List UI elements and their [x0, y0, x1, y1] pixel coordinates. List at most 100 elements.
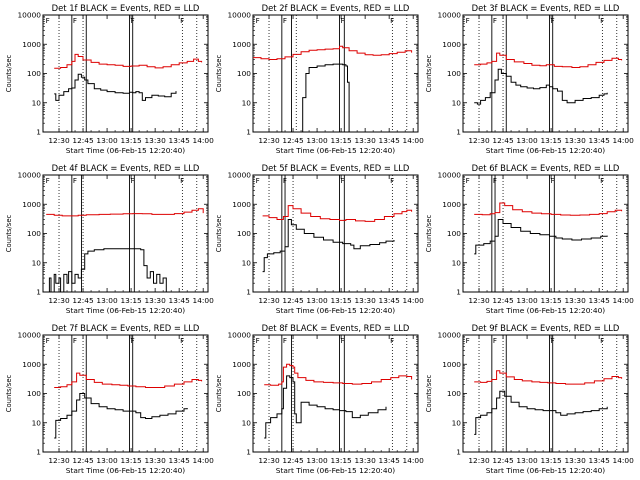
y-tick-label: 1000	[232, 40, 251, 49]
x-tick-label: 12:30	[258, 296, 280, 305]
interval-marker-label: F	[600, 16, 604, 25]
x-tick-label: 12:30	[258, 136, 280, 145]
x-tick-label: 12:45	[282, 296, 304, 305]
interval-marker-label: F	[131, 336, 135, 345]
x-tick-label: 13:45	[169, 136, 191, 145]
x-tick-label: 14:00	[403, 136, 425, 145]
y-axis-label: Counts/sec	[215, 375, 223, 413]
interval-marker-label: F	[341, 16, 345, 25]
interval-marker-label: F	[46, 336, 50, 345]
x-axis-label: Start Time (06-Feb-15 12:20:40)	[66, 466, 185, 475]
plot-frame	[462, 14, 629, 133]
y-tick-label: 100	[237, 389, 251, 398]
plot-frame	[42, 334, 209, 453]
y-tick-label: 1000	[442, 360, 461, 369]
x-axis-label: Start Time (06-Feb-15 12:20:40)	[66, 146, 185, 155]
x-tick-label: 13:00	[516, 296, 538, 305]
chart-title: Det 7f BLACK = Events, RED = LLD	[52, 323, 200, 333]
x-axis-label: Start Time (06-Feb-15 12:20:40)	[276, 306, 395, 315]
y-tick-label: 10	[32, 418, 42, 427]
y-tick-label: 1000	[22, 40, 41, 49]
plot-frame	[42, 174, 209, 293]
x-axis-label: Start Time (06-Feb-15 12:20:40)	[276, 146, 395, 155]
x-tick-label: 12:30	[468, 296, 490, 305]
x-tick-label: 14:00	[613, 136, 635, 145]
interval-marker-label: F	[551, 16, 555, 25]
x-tick-label: 13:45	[589, 456, 611, 465]
y-tick-label: 1000	[442, 200, 461, 209]
x-tick-label: 12:45	[72, 136, 94, 145]
x-tick-label: 14:00	[193, 296, 215, 305]
interval-marker-label: F	[180, 16, 184, 25]
y-tick-label: 10	[452, 418, 462, 427]
x-tick-label: 14:00	[403, 456, 425, 465]
y-axis-label: Counts/sec	[215, 215, 223, 253]
interval-marker-label: F	[73, 336, 77, 345]
y-tick-label: 1000	[442, 40, 461, 49]
y-tick-label: 100	[447, 69, 461, 78]
x-tick-label: 13:15	[120, 456, 142, 465]
x-tick-label: 14:00	[403, 296, 425, 305]
x-tick-label: 12:30	[258, 456, 280, 465]
events-series-line	[54, 73, 177, 101]
interval-marker-label: F	[283, 336, 287, 345]
y-tick-label: 10000	[227, 11, 251, 20]
y-tick-label: 10	[242, 98, 252, 107]
x-tick-label: 12:45	[492, 136, 514, 145]
x-tick-label: 13:15	[330, 456, 352, 465]
x-tick-label: 13:00	[96, 136, 118, 145]
x-tick-label: 13:00	[306, 136, 328, 145]
y-tick-label: 100	[237, 69, 251, 78]
interval-marker-label: F	[390, 16, 394, 25]
x-tick-label: 13:15	[540, 456, 562, 465]
x-axis-label: Start Time (06-Feb-15 12:20:40)	[66, 306, 185, 315]
x-tick-label: 14:00	[193, 456, 215, 465]
lld-series-line	[46, 208, 204, 217]
x-axis-label: Start Time (06-Feb-15 12:20:40)	[486, 306, 605, 315]
events-series-line	[474, 219, 608, 255]
x-tick-label: 13:45	[379, 456, 401, 465]
chart-title: Det 5f BLACK = Events, RED = LLD	[262, 163, 410, 173]
x-tick-label: 13:45	[379, 296, 401, 305]
lld-series-line	[474, 370, 623, 385]
y-axis-label: Counts/sec	[5, 375, 13, 413]
x-tick-label: 13:15	[330, 296, 352, 305]
interval-marker-label: F	[466, 16, 470, 25]
x-tick-label: 13:15	[540, 296, 562, 305]
chart-title: Det 3f BLACK = Events, RED = LLD	[472, 3, 620, 13]
lld-series-line	[54, 53, 203, 69]
interval-marker-label: F	[73, 176, 77, 185]
x-tick-label: 12:45	[282, 136, 304, 145]
x-tick-label: 12:30	[468, 136, 490, 145]
x-tick-label: 13:00	[306, 296, 328, 305]
y-axis-label: Counts/sec	[425, 375, 433, 413]
x-tick-label: 13:00	[306, 456, 328, 465]
events-series-line	[262, 219, 395, 273]
y-tick-label: 100	[27, 69, 41, 78]
x-tick-label: 12:30	[48, 456, 70, 465]
events-series-line	[46, 248, 167, 293]
interval-marker-label: F	[341, 176, 345, 185]
y-tick-label: 1	[456, 448, 461, 457]
interval-marker-label: F	[493, 176, 497, 185]
interval-marker-label: F	[551, 176, 555, 185]
y-tick-label: 1	[36, 448, 41, 457]
x-tick-label: 12:45	[282, 456, 304, 465]
lld-series-line	[262, 205, 413, 222]
x-tick-label: 12:30	[468, 456, 490, 465]
events-series-line	[474, 68, 608, 105]
y-tick-label: 10	[452, 98, 462, 107]
plot-frame	[462, 174, 629, 293]
x-tick-label: 13:30	[144, 296, 166, 305]
x-tick-label: 14:00	[613, 296, 635, 305]
lld-series-line	[474, 202, 623, 216]
interval-marker-label: F	[256, 176, 260, 185]
y-tick-label: 10	[32, 258, 42, 267]
x-tick-label: 12:30	[48, 136, 70, 145]
y-tick-label: 1	[246, 448, 251, 457]
interval-marker-label: F	[283, 16, 287, 25]
y-axis-label: Counts/sec	[5, 215, 13, 253]
